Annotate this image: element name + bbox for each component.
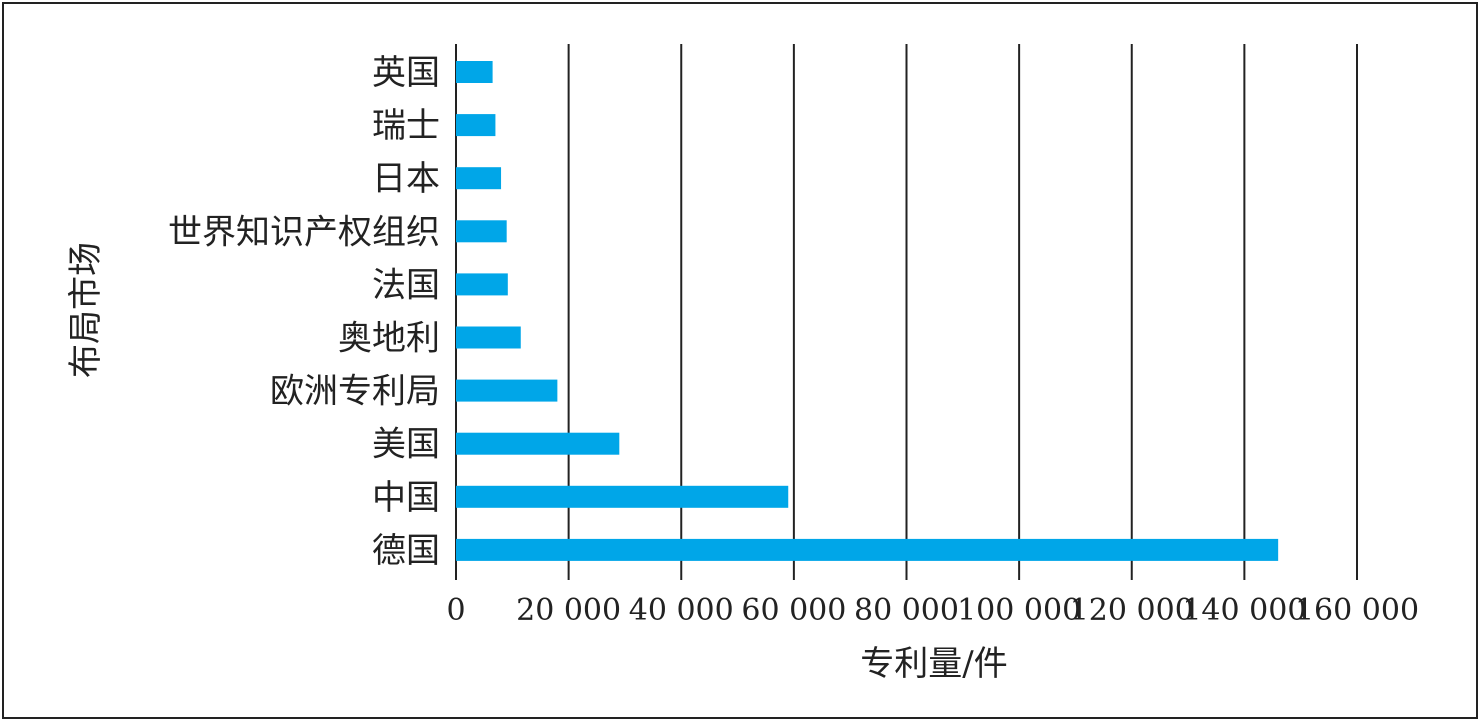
x-tick-label: 100 000	[957, 593, 1081, 628]
bar	[456, 538, 1279, 561]
bar	[456, 220, 507, 243]
bars	[456, 61, 1279, 561]
bar	[456, 379, 558, 402]
category-label: 瑞士	[372, 106, 440, 146]
category-label: 欧洲专利局	[270, 372, 440, 412]
x-tick-label: 160 000	[1295, 593, 1419, 628]
x-tick-label: 40 000	[629, 593, 734, 628]
x-tick-label: 20 000	[516, 593, 621, 628]
x-axis-title: 专利量/件	[860, 644, 1007, 684]
y-axis-title: 布局市场	[66, 242, 106, 378]
category-label: 法国	[372, 265, 440, 305]
category-label: 德国	[372, 531, 440, 571]
x-tick-label: 80 000	[854, 593, 959, 628]
category-label: 中国	[372, 478, 440, 518]
bar	[456, 432, 620, 455]
category-label: 奥地利	[338, 319, 440, 359]
bar	[456, 326, 521, 349]
category-label: 英国	[372, 53, 440, 93]
category-label: 世界知识产权组织	[168, 212, 440, 252]
x-tick-label: 0	[446, 593, 465, 628]
bar	[456, 61, 493, 83]
bar	[456, 114, 496, 137]
bar	[456, 167, 502, 190]
bar	[456, 485, 789, 508]
x-tick-label: 60 000	[741, 593, 846, 628]
category-label: 美国	[372, 425, 440, 465]
category-label: 日本	[372, 159, 440, 199]
x-tick-label: 120 000	[1070, 593, 1194, 628]
bar	[456, 273, 508, 296]
x-tick-label: 140 000	[1182, 593, 1306, 628]
